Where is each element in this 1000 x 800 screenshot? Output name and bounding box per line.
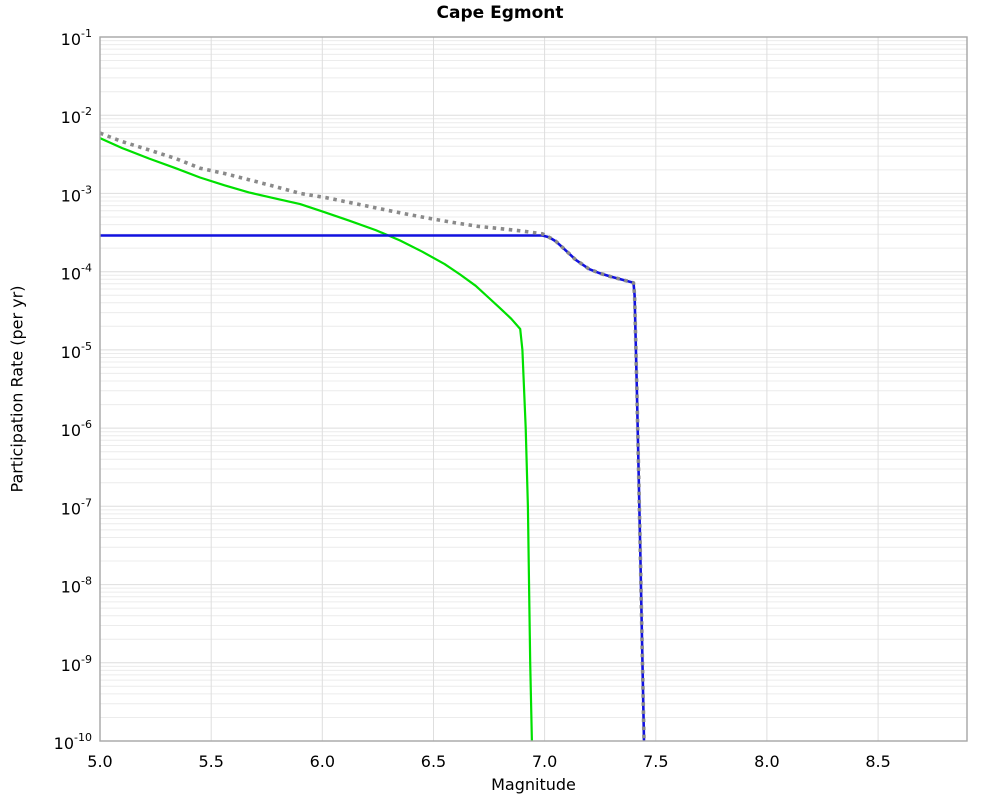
x-tick-label: 6.0 xyxy=(310,752,335,771)
chart-title: Cape Egmont xyxy=(436,3,564,23)
y-tick-label: 10-10 xyxy=(54,731,92,753)
y-tick-label: 10-8 xyxy=(61,575,92,597)
y-tick-label: 10-9 xyxy=(61,653,92,675)
blue-solid-line xyxy=(100,234,646,742)
gridlines xyxy=(99,36,967,742)
y-tick-label: 10-2 xyxy=(61,105,92,127)
plot-border xyxy=(99,36,968,742)
green-solid-line xyxy=(99,137,533,742)
gray-dotted-line xyxy=(99,131,646,742)
y-tick-label: 10-6 xyxy=(61,418,92,440)
tick-labels: 5.0 5.5 6.0 6.5 7.0 7.5 8.0 8.5 10-1 10-2 10-3 10-4… xyxy=(54,27,891,771)
y-tick-label: 10-5 xyxy=(61,340,92,362)
y-tick-label: 10-1 xyxy=(61,27,92,49)
x-tick-label: 5.0 xyxy=(87,752,112,771)
x-tick-label: 7.0 xyxy=(532,752,557,771)
x-tick-label: 8.0 xyxy=(754,752,779,771)
x-tick-label: 6.5 xyxy=(421,752,446,771)
x-tick-label: 8.5 xyxy=(865,752,890,771)
x-tick-label: 7.5 xyxy=(643,752,668,771)
y-tick-label: 10-3 xyxy=(61,183,92,205)
x-tick-label: 5.5 xyxy=(198,752,223,771)
x-axis-label: Magnitude xyxy=(491,775,576,794)
y-axis-label: Participation Rate (per yr) xyxy=(7,285,27,493)
y-tick-label: 10-4 xyxy=(61,262,92,284)
y-tick-label: 10-7 xyxy=(61,496,92,518)
